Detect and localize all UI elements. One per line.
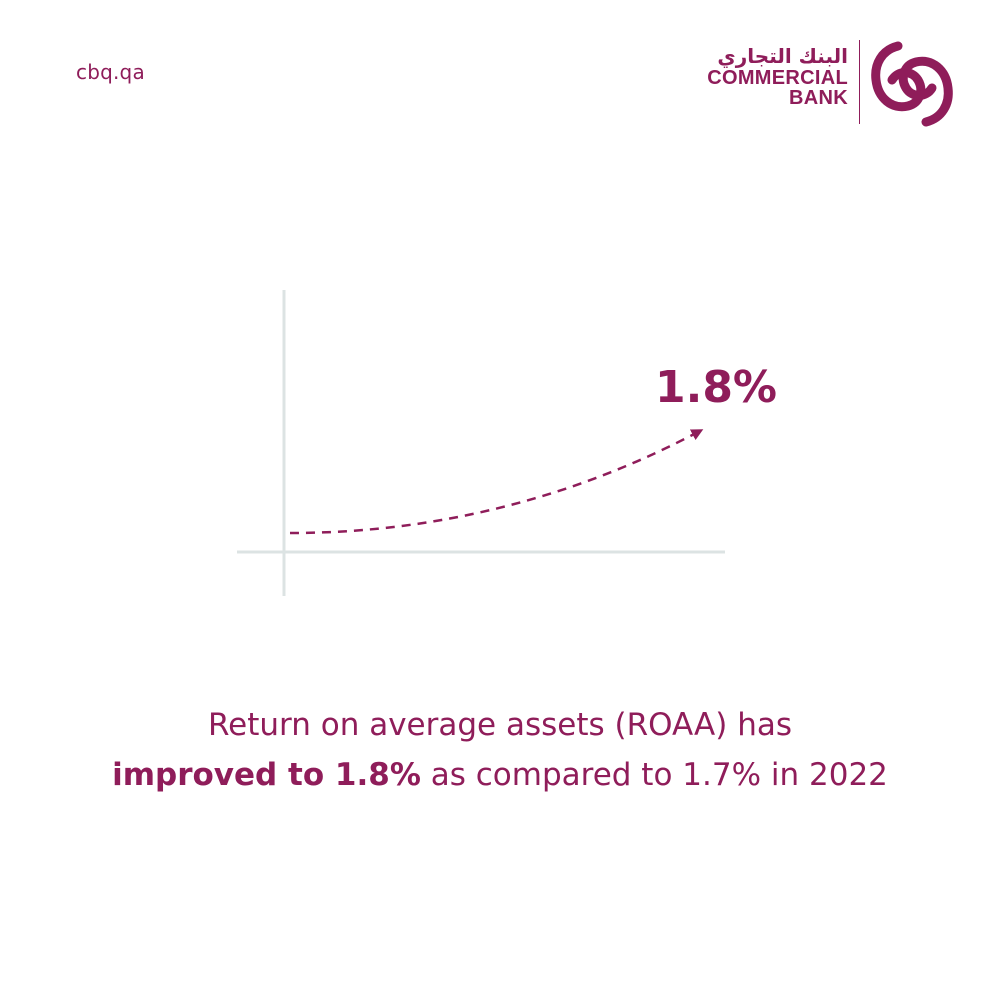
caption-highlight: improved to 1.8% [112, 757, 421, 793]
caption-comparison: as compared to 1.7% in 2022 [420, 757, 888, 793]
caption-line-2: improved to 1.8% as compared to 1.7% in … [0, 750, 1000, 800]
roaa-value-label: 1.8% [655, 362, 777, 413]
roaa-caption: Return on average assets (ROAA) has impr… [0, 700, 1000, 800]
site-url[interactable]: cbq.qa [76, 60, 145, 84]
logo-bank: BANK [789, 87, 848, 109]
logo-text: البنك التجاري COMMERCIAL BANK [707, 44, 848, 108]
trend-arrow [289, 429, 704, 535]
caption-line-1: Return on average assets (ROAA) has [208, 707, 792, 743]
commercial-bank-logo: البنك التجاري COMMERCIAL BANK [696, 40, 956, 130]
logo-divider [859, 40, 860, 124]
logo-commercial: COMMERCIAL [707, 67, 848, 89]
logo-arabic-name: البنك التجاري [717, 44, 848, 68]
commercial-bank-mark-icon [871, 41, 953, 127]
